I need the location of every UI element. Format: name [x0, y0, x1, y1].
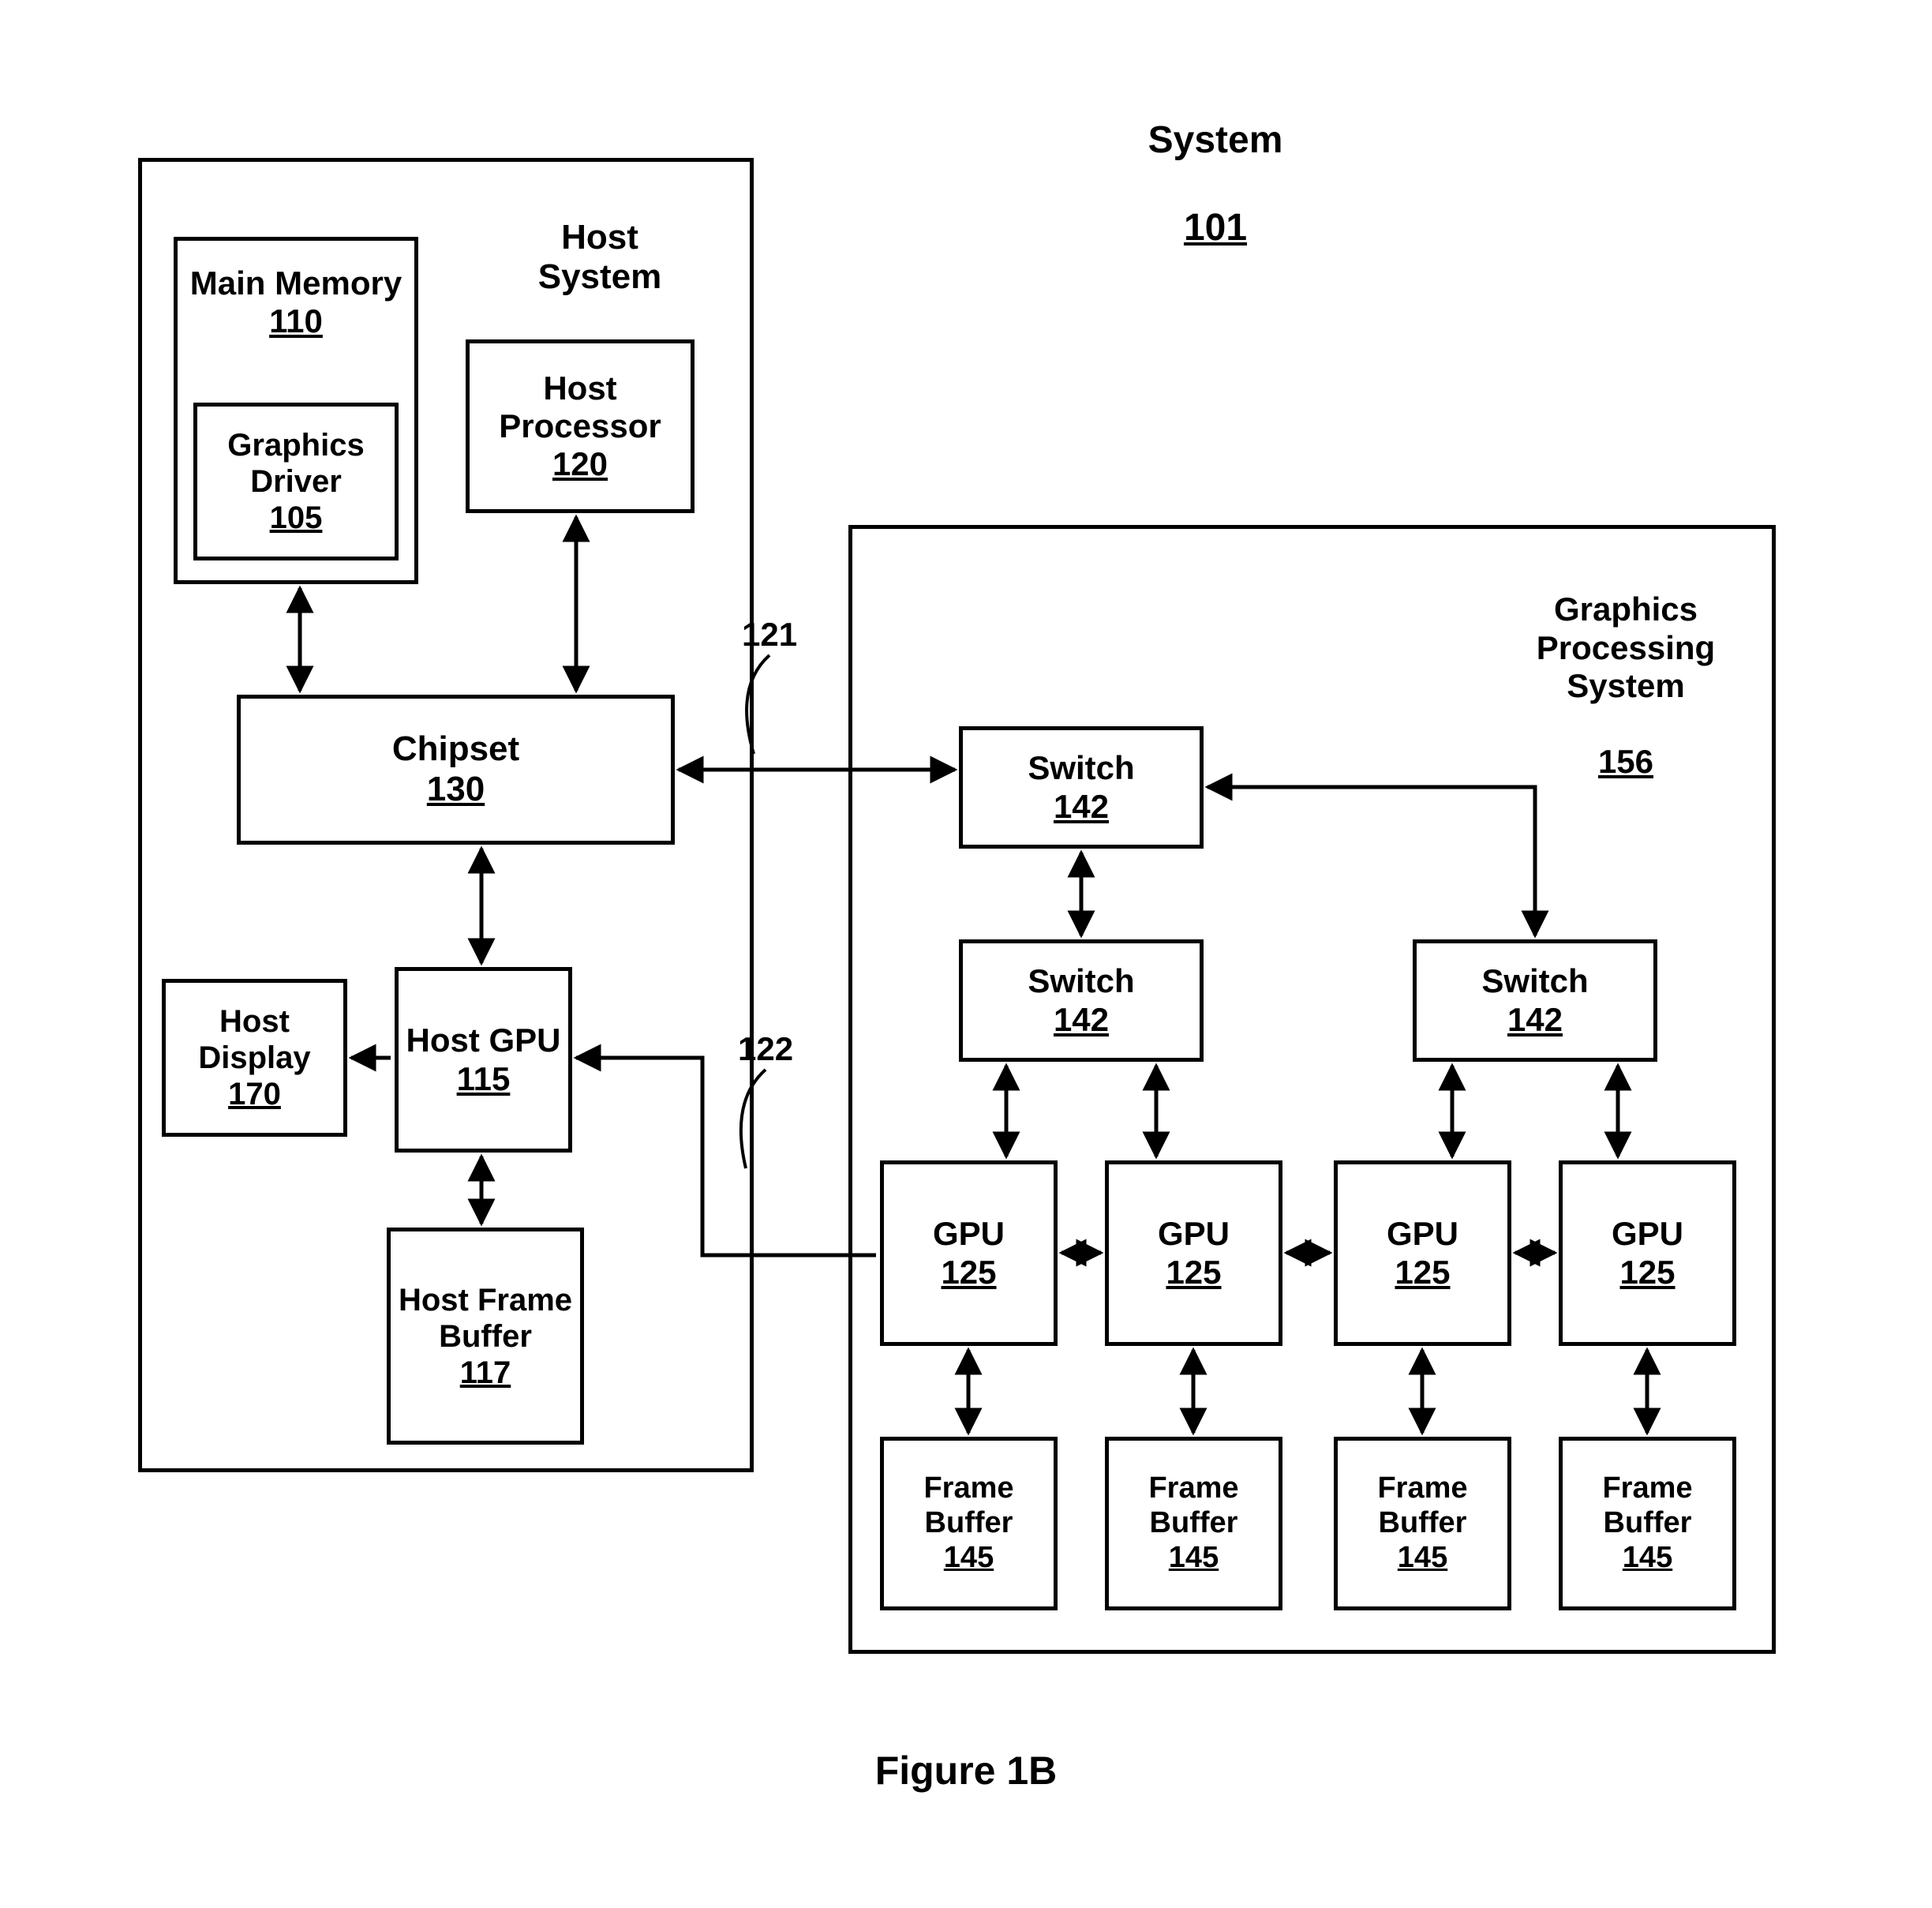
host-frame-buffer-text: Host Frame Buffer 117: [394, 1282, 577, 1391]
host-gpu-box: Host GPU 115: [395, 967, 572, 1153]
host-processor-box: Host Processor 120: [466, 339, 695, 513]
host-display-box: Host Display 170: [162, 979, 347, 1137]
switch-left-text: Switch 142: [1028, 962, 1134, 1039]
host-frame-buffer-box: Host Frame Buffer 117: [387, 1228, 584, 1445]
gpu-1-text: GPU 125: [1158, 1215, 1230, 1291]
conn-121-label: 121: [742, 616, 797, 654]
graphics-driver-text: Graphics Driver 105: [200, 427, 391, 536]
switch-top-box: Switch 142: [959, 726, 1204, 849]
fb-3-box: Frame Buffer 145: [1559, 1437, 1736, 1610]
gpu-0-box: GPU 125: [880, 1160, 1058, 1346]
fb-2-box: Frame Buffer 145: [1334, 1437, 1511, 1610]
host-processor-text: Host Processor 120: [473, 369, 687, 484]
diagram-title: System 101: [1058, 75, 1373, 249]
gps-label: Graphics Processing System 156: [1500, 553, 1752, 782]
gpu-1-box: GPU 125: [1105, 1160, 1282, 1346]
gpu-0-text: GPU 125: [933, 1215, 1005, 1291]
chipset-text: Chipset 130: [392, 729, 519, 809]
host-gpu-text: Host GPU 115: [406, 1021, 560, 1098]
host-display-text: Host Display 170: [169, 1003, 340, 1112]
conn-122-label: 122: [738, 1030, 793, 1068]
figure-caption: Figure 1B: [0, 1749, 1932, 1794]
fb-1-text: Frame Buffer 145: [1112, 1471, 1275, 1575]
main-memory-text: Main Memory 110: [190, 264, 402, 341]
gpu-3-text: GPU 125: [1612, 1215, 1683, 1291]
switch-right-text: Switch 142: [1481, 962, 1588, 1039]
switch-left-box: Switch 142: [959, 939, 1204, 1062]
gpu-2-text: GPU 125: [1387, 1215, 1458, 1291]
gpu-2-box: GPU 125: [1334, 1160, 1511, 1346]
fb-2-text: Frame Buffer 145: [1341, 1471, 1504, 1575]
switch-top-text: Switch 142: [1028, 749, 1134, 826]
chipset-box: Chipset 130: [237, 695, 675, 845]
fb-0-text: Frame Buffer 145: [887, 1471, 1050, 1575]
switch-right-box: Switch 142: [1413, 939, 1657, 1062]
gpu-3-box: GPU 125: [1559, 1160, 1736, 1346]
fb-1-box: Frame Buffer 145: [1105, 1437, 1282, 1610]
fb-3-text: Frame Buffer 145: [1566, 1471, 1729, 1575]
fb-0-box: Frame Buffer 145: [880, 1437, 1058, 1610]
graphics-driver-box: Graphics Driver 105: [193, 403, 399, 560]
